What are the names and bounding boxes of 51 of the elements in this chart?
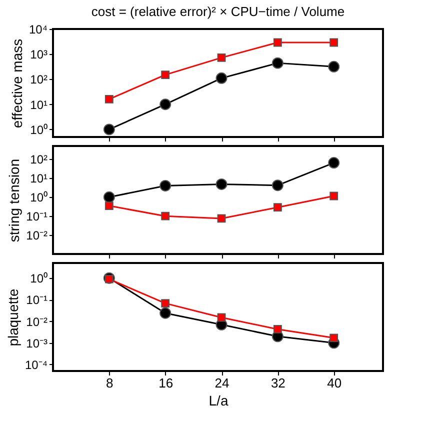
point [104,94,114,104]
y-tick-label: 10⁰ [30,190,48,205]
point [217,53,226,62]
point [161,70,170,80]
x-tick-label: 32 [270,376,286,390]
point [328,60,340,72]
point [330,334,338,342]
point [328,157,340,169]
y-tick-label: 10² [30,72,48,87]
x-tick-label: 40 [327,376,342,390]
point [273,325,282,334]
y-tick-label: 10⁻⁴ [24,358,48,372]
x-axis-title: L/a [208,392,228,408]
point [160,180,172,192]
chart-title: cost = (relative error)² × CPU−time / Volume [91,4,345,19]
point [104,202,114,210]
point [161,212,170,220]
point [272,180,284,192]
x-tick-label: 16 [158,376,174,390]
y-axis-title: plaquette [4,288,21,346]
point [104,274,114,284]
point [217,313,226,322]
y-tick-label: 10⁻³ [26,336,48,350]
point [216,72,228,84]
point [160,307,172,319]
point [273,38,282,47]
y-tick-label: 10⁴ [28,22,48,36]
y-tick-label: 10⁻¹ [26,210,48,224]
y-tick-label: 10⁰ [30,272,48,286]
point [103,191,115,203]
y-tick-label: 10³ [30,48,48,62]
point [330,38,338,47]
y-axis-title: effective mass [8,38,25,128]
y-tick-label: 10⁻¹ [26,293,48,308]
y-tick-label: 10² [30,152,48,167]
point [272,57,284,69]
y-axis-title: string tension [6,158,22,242]
point [216,178,228,190]
y-tick-label: 10⁻² [26,314,48,329]
y-tick-label: 10⁰ [30,122,48,137]
point [217,214,226,223]
point [330,192,338,200]
y-tick-label: 10¹ [30,98,48,112]
y-tick-label: 10⁻² [26,228,48,243]
x-tick-label: 8 [106,376,114,390]
x-tick-label: 24 [214,376,230,390]
y-tick-label: 10¹ [30,172,48,186]
point [160,98,172,110]
point [273,203,282,212]
point [161,299,170,308]
point [103,124,115,136]
